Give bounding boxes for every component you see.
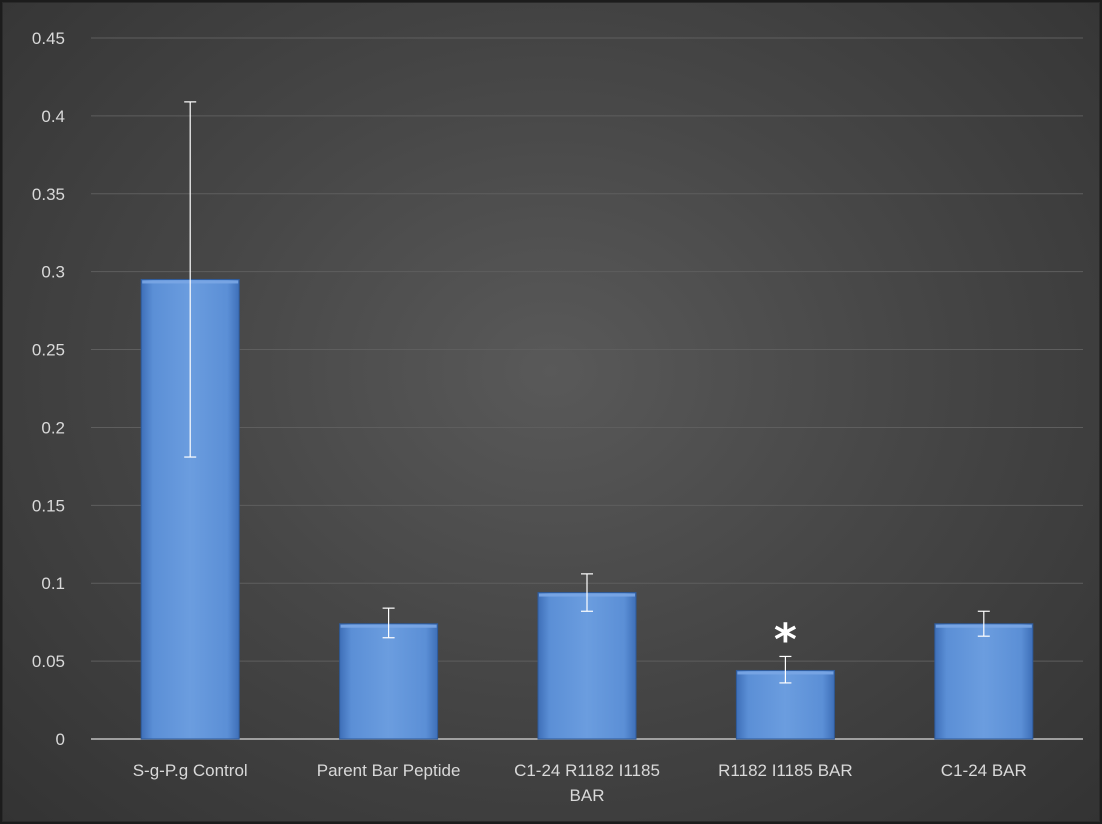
y-tick-label: 0 xyxy=(56,730,65,749)
y-tick-label: 0.25 xyxy=(32,341,65,360)
x-category-label: S-g-P.g Control xyxy=(133,761,248,780)
annotations: * xyxy=(774,614,797,665)
y-tick-label: 0.35 xyxy=(32,185,65,204)
bar xyxy=(339,623,439,740)
error-bars xyxy=(184,101,990,684)
bars xyxy=(140,278,1034,740)
x-category-label: BAR xyxy=(570,786,605,805)
y-tick-label: 0.3 xyxy=(41,263,65,282)
x-category-label: Parent Bar Peptide xyxy=(317,761,461,780)
x-axis-categories: S-g-P.g Control Parent Bar Peptide C1-24 R… xyxy=(133,761,1027,805)
gridlines xyxy=(91,37,1083,740)
x-category-label: C1-24 BAR xyxy=(941,761,1027,780)
y-tick-label: 0.15 xyxy=(32,496,65,515)
y-tick-label: 0.05 xyxy=(32,652,65,671)
bar xyxy=(934,623,1034,740)
y-axis-ticks: 0 0.05 0.1 0.15 0.2 0.25 0.3 0.35 0.4 0.45 xyxy=(32,29,65,749)
significance-asterisk: * xyxy=(774,614,797,665)
y-tick-label: 0.2 xyxy=(41,418,65,437)
x-category-label: C1-24 R1182 I1185 xyxy=(514,761,660,780)
y-tick-label: 0.1 xyxy=(41,574,65,593)
y-tick-label: 0.45 xyxy=(32,29,65,48)
bar xyxy=(537,592,637,740)
y-tick-label: 0.4 xyxy=(41,107,65,126)
x-category-label: R1182 I1185 BAR xyxy=(718,761,853,780)
bar-chart: 0 0.05 0.1 0.15 0.2 0.25 0.3 0.35 0.4 0.45 * S-g-… xyxy=(32,29,1083,805)
